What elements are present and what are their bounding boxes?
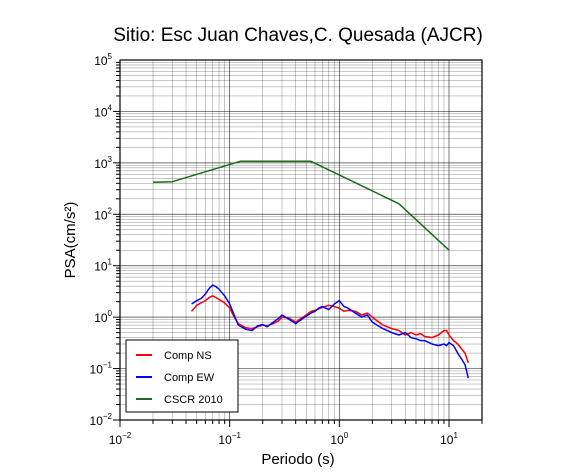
legend-label: CSCR 2010 [164,394,223,406]
x-tick-label: 10−1 [218,431,241,447]
y-tick-label: 10−2 [90,412,113,428]
y-axis-label: PSA(cm/s²) [62,202,79,279]
y-tick-label: 100 [94,309,112,325]
x-tick-label: 101 [440,431,458,447]
series-line-comp-ew [191,284,470,379]
y-tick-label: 102 [94,206,112,222]
y-tick-label: 101 [94,258,112,274]
series-layer [152,160,470,379]
y-tick-label: 103 [94,155,112,171]
series-line-cscr-2010 [152,160,450,251]
legend-label: Comp EW [164,372,215,384]
y-tick-label: 105 [94,52,112,68]
legend: Comp NS Comp EW CSCR 2010 [125,339,239,413]
legend-label: Comp NS [164,350,212,362]
x-tick-label: 100 [330,431,348,447]
y-tick-label: 10−1 [90,361,113,377]
grid [119,60,483,421]
chart-title: Sitio: Esc Juan Chaves,C. Quesada (AJCR) [113,25,483,46]
x-tick-label: 10−2 [109,431,132,447]
y-tick-label: 104 [94,103,112,119]
x-axis-label: Periodo (s) [261,451,334,468]
plot-frame [119,59,483,421]
axis-ticks: 10−2 10−1 100 101 10−2 10−1 100 101 102 103 104 105 [90,52,483,447]
